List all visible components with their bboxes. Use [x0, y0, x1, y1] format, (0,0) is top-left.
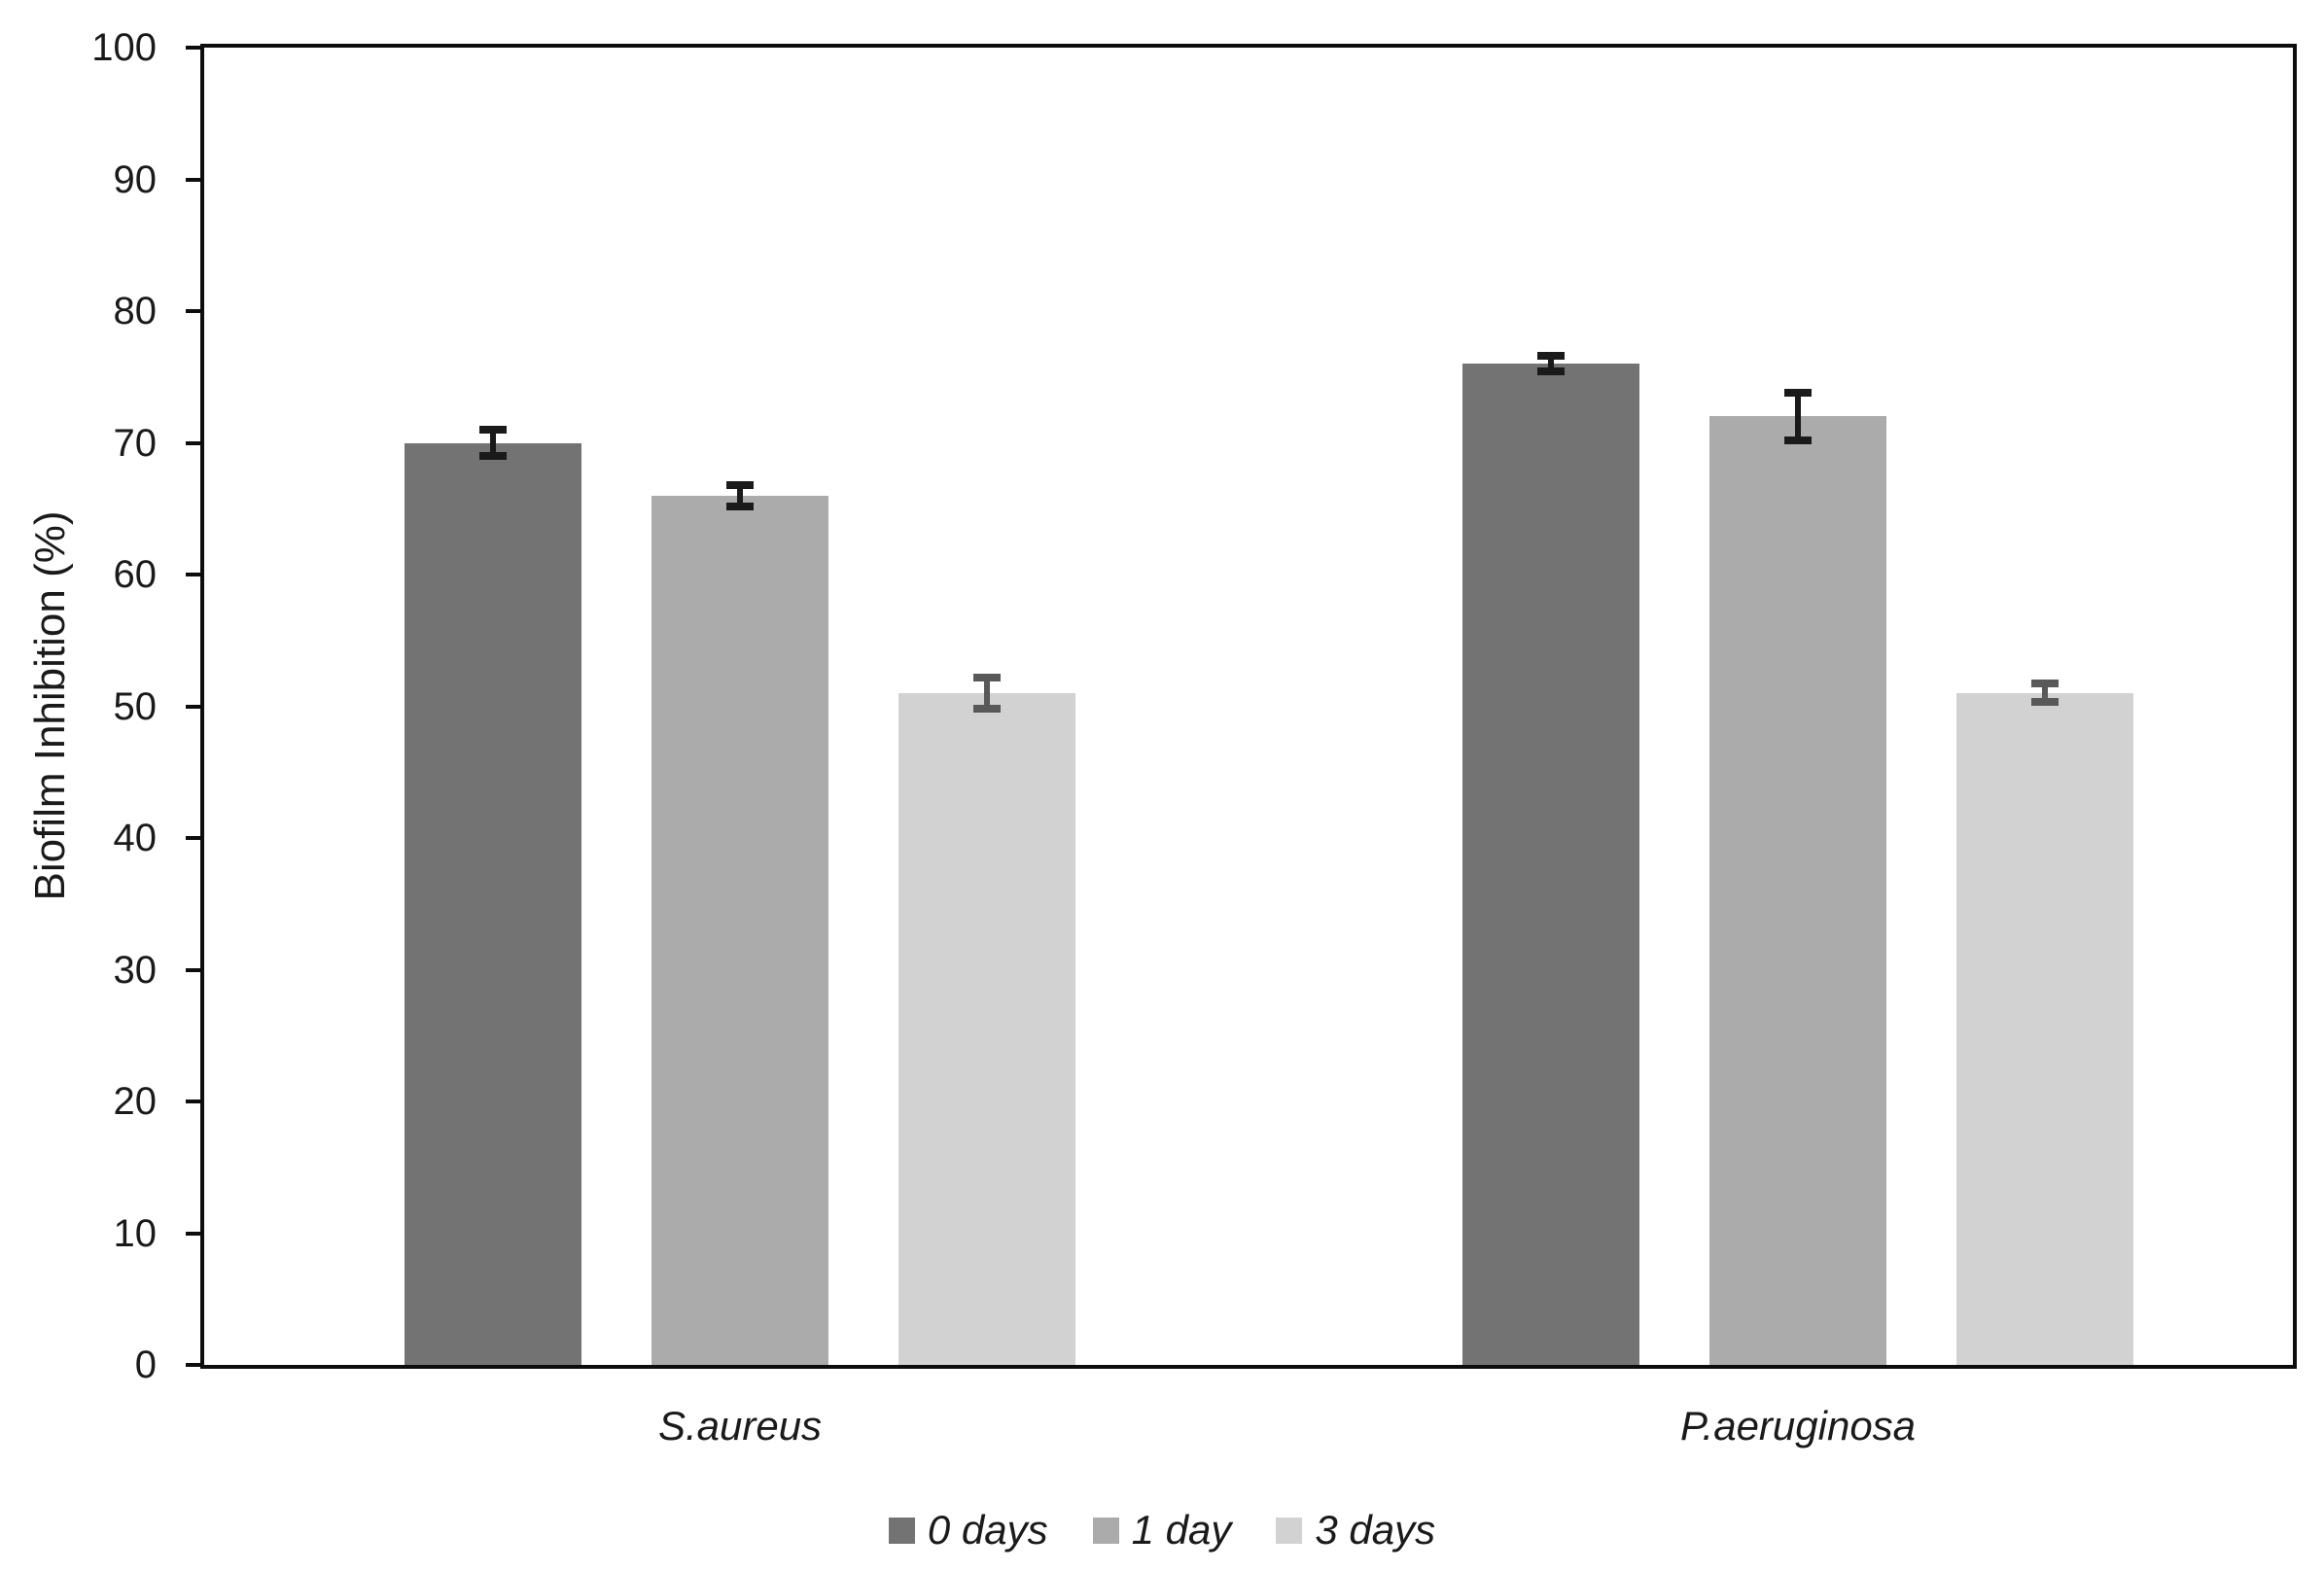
error-bar-line: [984, 677, 990, 710]
error-bar-cap: [1784, 436, 1812, 444]
y-tick-mark: [186, 573, 200, 576]
legend-label: 1 day: [1131, 1507, 1232, 1553]
y-tick-mark: [186, 309, 200, 313]
y-tick-mark: [186, 440, 200, 445]
x-category-label: S.aureus: [657, 1403, 823, 1449]
error-bar-line: [2042, 683, 2048, 703]
error-bar-line: [1795, 393, 1801, 440]
y-tick-label: 30: [113, 948, 158, 992]
error-bar-cap: [1784, 389, 1812, 397]
y-tick-mark: [186, 704, 200, 709]
error-bar-cap: [1537, 352, 1565, 361]
error-bar-cap: [479, 452, 507, 461]
y-tick-label: 10: [113, 1211, 158, 1255]
y-tick-mark: [186, 836, 200, 840]
y-tick-label: 90: [113, 157, 158, 201]
y-tick-label: 70: [113, 421, 158, 465]
error-bar-cap: [726, 480, 754, 489]
error-bar-cap: [1537, 367, 1565, 376]
bar-0-days-Saureus: [405, 442, 581, 1365]
y-tick-label: 20: [113, 1080, 158, 1123]
y-tick-mark: [186, 177, 200, 182]
y-tick-label: 40: [113, 817, 158, 859]
y-tick-mark: [186, 46, 200, 50]
y-tick-label: 80: [113, 290, 158, 332]
error-bar-line: [1548, 356, 1554, 372]
bar-3-days-Paeruginosa: [1956, 692, 2133, 1365]
legend-swatch: [1092, 1517, 1119, 1544]
bar-3-days-Saureus: [898, 692, 1075, 1365]
y-tick-mark: [186, 967, 200, 972]
error-bar-cap: [2031, 698, 2059, 707]
error-bar-line: [490, 429, 496, 457]
error-bar-cap: [973, 673, 1001, 681]
legend-label: 3 days: [1315, 1507, 1436, 1553]
legend-item-1-day: 1 day: [1092, 1507, 1232, 1553]
y-tick-mark: [186, 1363, 200, 1367]
bar-0-days-Paeruginosa: [1462, 364, 1639, 1365]
error-bar-line: [737, 484, 743, 506]
legend-item-3-days: 3 days: [1276, 1509, 1435, 1552]
y-tick-mark: [186, 1231, 200, 1236]
error-bar-cap: [2031, 680, 2059, 688]
y-tick-label: 50: [113, 684, 158, 728]
y-tick-label: 60: [113, 553, 158, 596]
bar-1-day-Saureus: [651, 495, 828, 1365]
legend-swatch: [888, 1517, 915, 1544]
y-tick-label: 100: [91, 26, 157, 69]
error-bar-cap: [479, 425, 507, 434]
legend-label: 0 days: [927, 1507, 1048, 1553]
x-category-label: P.aeruginosa: [1679, 1403, 1917, 1449]
legend-swatch: [1276, 1517, 1303, 1544]
error-bar-cap: [726, 502, 754, 510]
error-bar-cap: [973, 705, 1001, 714]
legend-item-0-days: 0 days: [888, 1507, 1048, 1553]
legend: 0 days 1 day 3 days: [0, 1509, 2324, 1552]
y-tick-label: 0: [134, 1344, 157, 1386]
bar-1-day-Paeruginosa: [1709, 416, 1886, 1365]
y-tick-mark: [186, 1100, 200, 1103]
plot-area: 0 10 20 30 40 50 60 70 80 90 100 S.aureus P.aerugino…: [91, 26, 2297, 1449]
